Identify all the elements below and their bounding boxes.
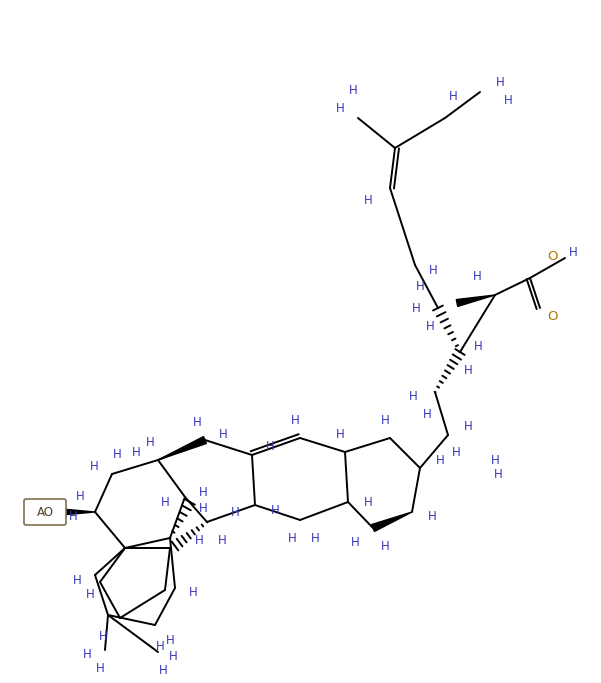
Text: H: H (380, 413, 389, 426)
Text: H: H (436, 454, 444, 466)
Text: H: H (166, 634, 174, 647)
Text: H: H (429, 264, 438, 277)
Text: H: H (496, 76, 504, 89)
Polygon shape (158, 436, 207, 460)
FancyBboxPatch shape (24, 499, 66, 525)
Text: H: H (145, 436, 154, 449)
Text: H: H (448, 89, 457, 102)
Text: H: H (451, 447, 460, 460)
Text: H: H (288, 531, 296, 544)
Text: H: H (474, 341, 483, 354)
Text: O: O (547, 309, 557, 322)
Text: H: H (96, 662, 105, 675)
Text: H: H (472, 270, 481, 283)
Text: H: H (423, 408, 432, 421)
Text: H: H (569, 247, 578, 260)
Polygon shape (371, 512, 412, 531)
Text: H: H (428, 510, 436, 523)
Text: H: H (90, 460, 99, 473)
Text: H: H (195, 533, 203, 546)
Text: H: H (490, 454, 499, 466)
Text: H: H (349, 83, 358, 96)
Text: H: H (169, 650, 177, 663)
Text: H: H (409, 391, 417, 404)
Polygon shape (456, 295, 495, 307)
Text: H: H (416, 281, 424, 294)
Text: H: H (156, 641, 165, 654)
Text: O: O (548, 249, 558, 262)
Text: H: H (504, 94, 513, 107)
Text: H: H (198, 503, 207, 516)
Text: H: H (160, 495, 169, 509)
Text: H: H (266, 441, 275, 454)
Text: H: H (76, 490, 84, 503)
Text: H: H (198, 486, 207, 499)
Text: H: H (218, 533, 227, 546)
Text: H: H (270, 503, 279, 516)
Text: H: H (69, 510, 78, 523)
Text: H: H (364, 495, 373, 509)
Text: AO: AO (37, 505, 53, 518)
Text: H: H (231, 507, 239, 520)
Text: H: H (335, 428, 344, 441)
Text: H: H (350, 537, 359, 550)
Text: H: H (463, 363, 472, 376)
Text: H: H (335, 102, 344, 115)
Text: H: H (380, 540, 389, 553)
Polygon shape (62, 509, 95, 515)
Text: H: H (99, 630, 108, 643)
Text: H: H (463, 421, 472, 434)
Text: H: H (82, 648, 91, 662)
Text: H: H (193, 415, 201, 428)
Text: H: H (219, 428, 227, 441)
Text: H: H (112, 447, 121, 460)
Text: H: H (85, 589, 94, 602)
Text: H: H (412, 301, 420, 314)
Text: H: H (132, 445, 141, 458)
Text: H: H (311, 531, 319, 544)
Text: H: H (189, 587, 197, 600)
Text: H: H (493, 469, 502, 482)
Text: H: H (291, 413, 299, 426)
Text: H: H (159, 663, 167, 676)
Text: H: H (73, 574, 81, 587)
Text: H: H (426, 320, 435, 333)
Text: H: H (364, 193, 373, 206)
